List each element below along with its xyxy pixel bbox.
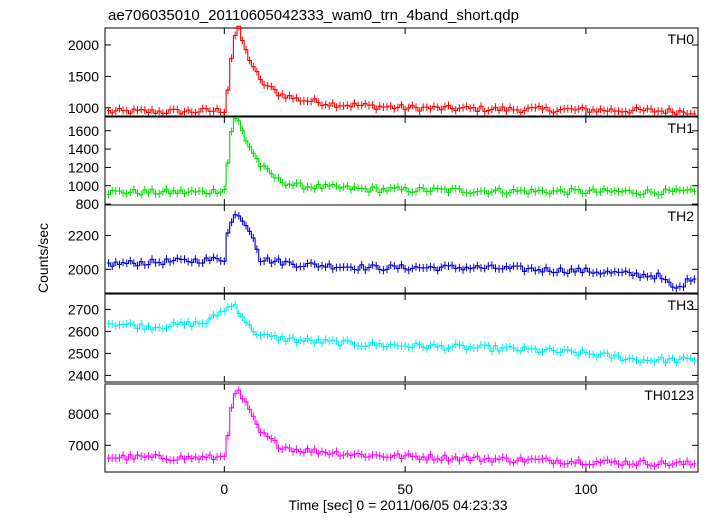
panel-label-th0: TH0 <box>668 31 695 47</box>
y-tick-label: 1000 <box>68 100 99 116</box>
chart-title: ae706035010_20110605042333_wam0_trn_4ban… <box>108 7 519 24</box>
x-axis-label: Time [sec] 0 = 2011/06/05 04:23:33 <box>288 497 507 513</box>
panel-label-th1: TH1 <box>668 120 695 136</box>
series-line-th1 <box>106 117 697 196</box>
y-tick-label: 1500 <box>68 68 99 84</box>
y-tick-label: 1600 <box>68 123 99 139</box>
x-tick-label: 0 <box>220 481 228 497</box>
y-tick-label: 1200 <box>68 159 99 175</box>
series-error-bars-th2 <box>108 210 695 293</box>
y-tick-label: 1400 <box>68 141 99 157</box>
x-tick-label: 50 <box>397 481 413 497</box>
panel-label-th0123: TH0123 <box>644 387 694 403</box>
y-tick-label: 2500 <box>68 345 99 361</box>
series-error-bars-th0 <box>108 28 695 116</box>
series-error-bars-th1 <box>108 117 695 199</box>
y-tick-label: 2200 <box>68 227 99 243</box>
y-tick-label: 2000 <box>68 37 99 53</box>
x-tick-label: 100 <box>574 481 598 497</box>
series-line-th3 <box>106 304 697 364</box>
y-tick-label: 2600 <box>68 323 99 339</box>
panel-frame-th3 <box>104 293 699 383</box>
y-tick-label: 2000 <box>68 261 99 277</box>
y-tick-label: 8000 <box>68 406 99 422</box>
y-tick-label: 2700 <box>68 301 99 317</box>
y-tick-label: 1000 <box>68 178 99 194</box>
y-tick-label: 7000 <box>68 437 99 453</box>
series-line-th0123 <box>106 389 697 467</box>
series-line-th0 <box>106 25 697 115</box>
y-tick-label: 2400 <box>68 367 99 383</box>
y-tick-label: 800 <box>76 196 100 212</box>
series-line-th2 <box>106 214 697 289</box>
panel-frame-th0123 <box>104 383 699 473</box>
panel-label-th2: TH2 <box>668 208 695 224</box>
panel-frame-th2 <box>104 204 699 294</box>
panel-frame-th0 <box>104 27 699 117</box>
series-error-bars-th3 <box>108 300 695 367</box>
panel-label-th3: TH3 <box>668 297 695 313</box>
series-error-bars-th0123 <box>108 386 695 471</box>
y-axis-label: Counts/sec <box>35 223 51 293</box>
